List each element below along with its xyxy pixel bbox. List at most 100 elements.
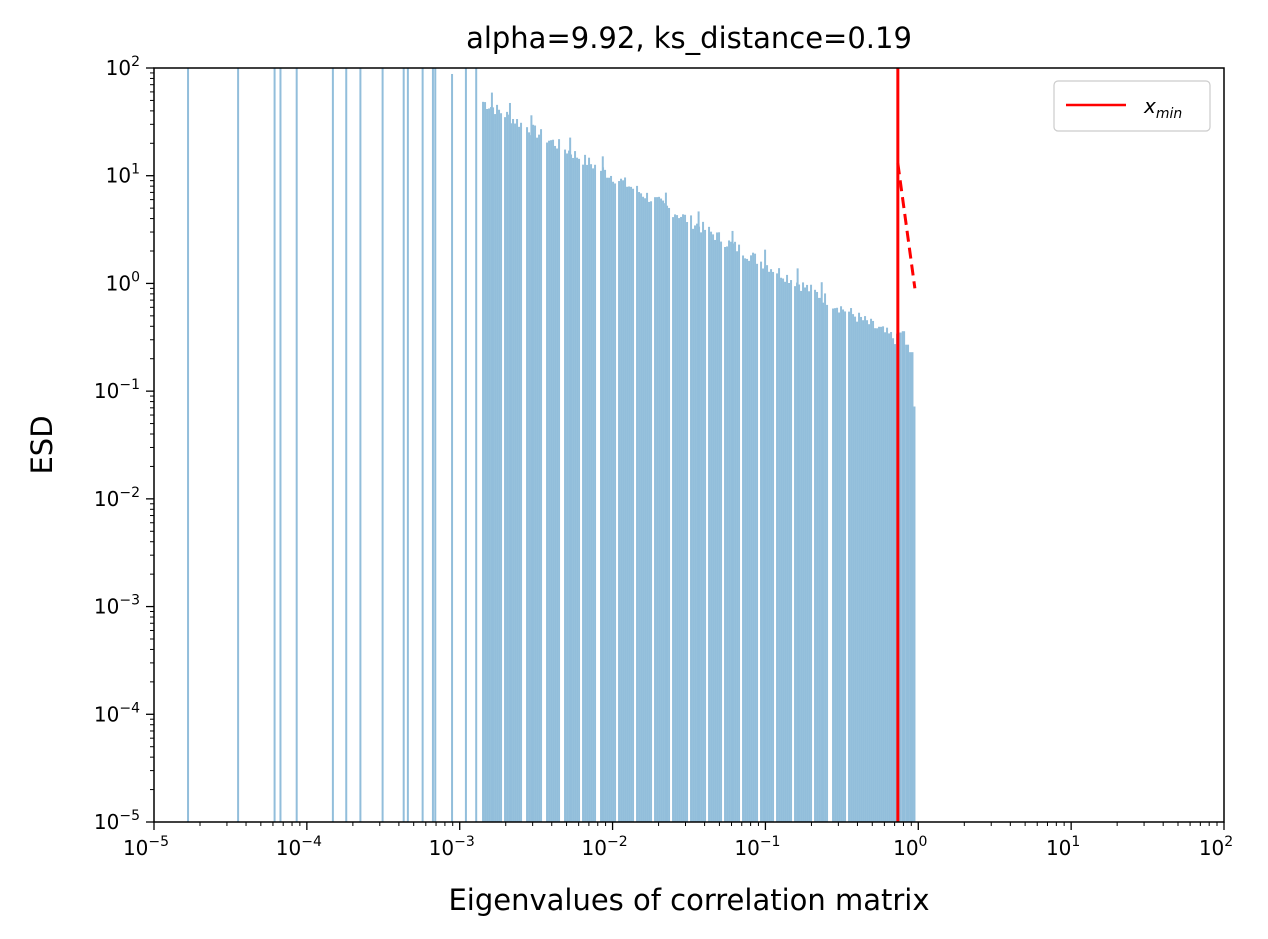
histogram-bar [624, 177, 627, 823]
histogram-bar [656, 197, 659, 822]
histogram-bar [780, 277, 783, 822]
histogram-bar [628, 186, 631, 822]
histogram-bar [768, 271, 771, 822]
histogram-bar [762, 268, 765, 822]
histogram-bar [848, 311, 851, 822]
histogram-bar [576, 157, 579, 823]
histogram-bar [886, 327, 889, 822]
histogram-bar [748, 260, 751, 823]
histogram-bar [734, 241, 737, 823]
x-axis-ticks: 10−5 10−4 10−3 10−2 10−1 100 101 102 [123, 822, 1233, 860]
histogram-bar [878, 326, 881, 822]
histogram-bar [682, 214, 685, 823]
histogram-bar [692, 228, 695, 822]
histogram-bar [820, 282, 823, 823]
histogram-bar [492, 107, 495, 823]
histogram-bar [650, 201, 653, 822]
histogram-bar [530, 115, 533, 822]
histogram-bar [608, 177, 611, 823]
histogram-bar [730, 241, 733, 823]
histogram-bar [909, 352, 914, 822]
histogram-bar [664, 192, 667, 823]
histogram-bar [822, 302, 825, 823]
histogram-bar [794, 286, 797, 822]
histogram-bar [808, 291, 811, 822]
histogram-bar [464, 68, 467, 822]
histogram-bar [612, 181, 615, 822]
histogram-bar [814, 289, 817, 822]
histogram-bar [790, 280, 793, 822]
histogram-bar [894, 344, 897, 822]
histogram-bar [712, 234, 715, 822]
y-tick-label: 101 [106, 162, 140, 188]
histogram-bar [568, 150, 571, 823]
histogram-bar [754, 253, 757, 823]
histogram-bar [876, 328, 879, 822]
histogram-bar [496, 104, 499, 823]
histogram-bar [610, 175, 613, 823]
histogram-bar [776, 273, 779, 822]
histogram-bar [672, 217, 675, 822]
histogram-bar [810, 284, 813, 822]
power-law-fit-line [896, 163, 917, 289]
histogram-bar [690, 215, 693, 823]
histogram-bar [697, 211, 700, 822]
histogram-bar [728, 240, 731, 823]
histogram-bar [770, 269, 773, 823]
histogram-bar [434, 68, 437, 822]
histogram-bar [708, 226, 711, 822]
histogram-bar [538, 134, 541, 823]
histogram-bar [406, 68, 409, 822]
histogram-bar [750, 255, 753, 822]
histogram-bar [486, 108, 489, 822]
histogram-bar [874, 328, 877, 822]
histogram-bar [788, 283, 791, 822]
x-axis-label: Eigenvalues of correlation matrix [448, 883, 929, 917]
legend-box [1053, 80, 1211, 132]
histogram-bar [832, 308, 835, 822]
histogram-bar [279, 68, 282, 822]
histogram-bar [818, 297, 821, 823]
x-tick-label: 102 [1199, 834, 1233, 860]
histogram-bar [680, 216, 683, 822]
histogram-bar [381, 68, 384, 822]
histogram-bar [534, 125, 537, 823]
histogram-bar [858, 312, 861, 822]
histogram-bar [622, 180, 625, 822]
histogram-bar [704, 229, 707, 822]
histogram-bar [694, 225, 697, 822]
histogram-bar [546, 142, 549, 822]
legend: xmin [1053, 80, 1211, 132]
histogram-bar [237, 68, 240, 822]
histogram-bar [834, 308, 837, 822]
histogram-bar [686, 222, 689, 823]
histogram-bar [842, 309, 845, 823]
histogram-bar [864, 316, 867, 822]
histogram-bar [484, 102, 487, 822]
y-tick-label: 100 [106, 269, 140, 295]
histogram-bar [905, 344, 910, 822]
histogram-bar [295, 68, 298, 822]
histogram-bar [606, 177, 609, 822]
x-tick-label: 101 [1046, 834, 1080, 860]
histogram-bar [564, 149, 567, 822]
histogram-bar [552, 139, 555, 822]
histogram-bar [550, 140, 553, 822]
histogram-bar [626, 186, 629, 823]
legend-xmin-base: x [1143, 94, 1156, 118]
histogram-bar [798, 284, 801, 822]
histogram-bar [666, 205, 669, 822]
histogram-bar [620, 178, 623, 823]
histogram-bar [554, 145, 557, 822]
histogram-bar [782, 278, 785, 823]
histogram-bar [860, 316, 863, 822]
histogram-bar [862, 320, 865, 822]
y-tick-label: 10−3 [94, 593, 140, 619]
histogram-bar [574, 151, 577, 822]
histogram-bar [742, 255, 745, 823]
histogram-bar [684, 214, 687, 822]
histogram-bar [662, 200, 665, 822]
histogram-bar [870, 318, 873, 822]
histogram-bar [718, 232, 721, 823]
